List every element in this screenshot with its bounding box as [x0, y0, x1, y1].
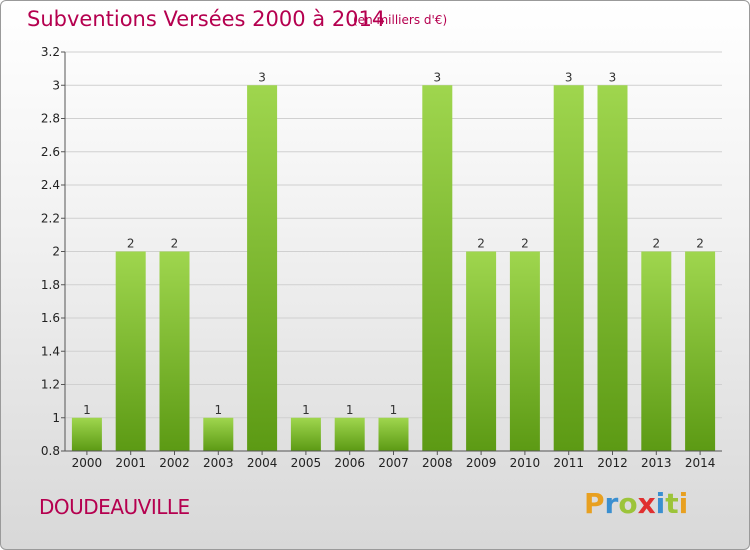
chart-title: Subventions Versées 2000 à 2014: [27, 7, 386, 31]
y-tick-label: 1.2: [41, 378, 60, 392]
bar-2007: [378, 417, 409, 451]
x-tick-label: 2008: [422, 456, 453, 470]
x-tick-label: 2014: [685, 456, 716, 470]
bar-value-label: 3: [433, 70, 441, 84]
bar-value-label: 2: [127, 237, 135, 251]
x-tick-label: 2012: [597, 456, 628, 470]
y-tick-label: 2.6: [41, 145, 60, 159]
bar-value-label: 2: [477, 237, 485, 251]
logo-letter: r: [604, 487, 619, 520]
x-tick-label: 2013: [641, 456, 672, 470]
bar-value-label: 1: [83, 403, 91, 417]
bar-2014: [685, 251, 716, 451]
bar-value-label: 2: [171, 237, 179, 251]
y-tick-label: 2: [52, 245, 60, 259]
bar-2002: [159, 251, 190, 451]
bar-2001: [115, 251, 146, 451]
bar-2004: [247, 85, 278, 451]
axis-layer: 0.8 1 1.2 1.4 1.6 1.8 2 2.2 2.4 2.6 2.8 3 3.2 2000 200…: [41, 45, 722, 470]
bar-value-label: 2: [696, 237, 704, 251]
bar-value-label: 1: [346, 403, 354, 417]
bar-2006: [334, 417, 365, 451]
x-tick-label: 2009: [466, 456, 497, 470]
chart-subtitle: (en milliers d'€): [353, 13, 448, 27]
y-tick-label: 0.8: [41, 444, 60, 458]
x-tick-label: 2010: [510, 456, 541, 470]
x-tick-label: 2004: [247, 456, 278, 470]
logo-letter: t: [665, 487, 679, 520]
x-tick-label: 2002: [159, 456, 190, 470]
bar-2003: [203, 417, 234, 451]
x-tick-label: 2011: [553, 456, 584, 470]
y-tick-label: 1.4: [41, 344, 60, 358]
bar-2009: [466, 251, 497, 451]
bar-2000: [71, 417, 102, 451]
bar-value-label: 2: [521, 237, 529, 251]
logo-letter: x: [637, 487, 656, 520]
logo-letter: i: [678, 487, 689, 520]
bar-value-label: 1: [302, 403, 310, 417]
y-tick-label: 2.8: [41, 112, 60, 126]
x-tick-label: 2007: [378, 456, 409, 470]
y-tick-label: 2.4: [41, 178, 60, 192]
y-tick-label: 3: [52, 78, 60, 92]
y-tick-label: 1: [52, 411, 60, 425]
bar-2008: [422, 85, 453, 451]
bar-value-label: 3: [609, 70, 617, 84]
y-tick-label: 1.8: [41, 278, 60, 292]
bar-2010: [509, 251, 540, 451]
x-tick-label: 2005: [291, 456, 322, 470]
commune-name: DOUDEAUVILLE: [39, 495, 190, 519]
logo-letter: P: [584, 487, 605, 520]
y-tick-label: 1.6: [41, 311, 60, 325]
proxiti-logo: Proxiti: [584, 487, 688, 520]
bar-value-label: 3: [258, 70, 266, 84]
logo-letter: i: [655, 487, 666, 520]
bar-value-label: 1: [214, 403, 222, 417]
y-tick-label: 3.2: [41, 45, 60, 59]
bar-2011: [553, 85, 584, 451]
y-tick-label: 2.2: [41, 211, 60, 225]
logo-letter: o: [618, 487, 638, 520]
bars-layer: 1 2 2 1 3 1 1 1 3 2 2 3 3 2 2: [71, 70, 716, 451]
bar-2013: [641, 251, 672, 451]
x-tick-label: 2006: [334, 456, 365, 470]
bar-2005: [290, 417, 321, 451]
bar-2012: [597, 85, 628, 451]
bar-value-label: 1: [390, 403, 398, 417]
bar-value-label: 2: [652, 237, 660, 251]
x-tick-label: 2001: [115, 456, 146, 470]
bar-value-label: 3: [565, 70, 573, 84]
x-tick-label: 2000: [72, 456, 103, 470]
x-tick-label: 2003: [203, 456, 234, 470]
